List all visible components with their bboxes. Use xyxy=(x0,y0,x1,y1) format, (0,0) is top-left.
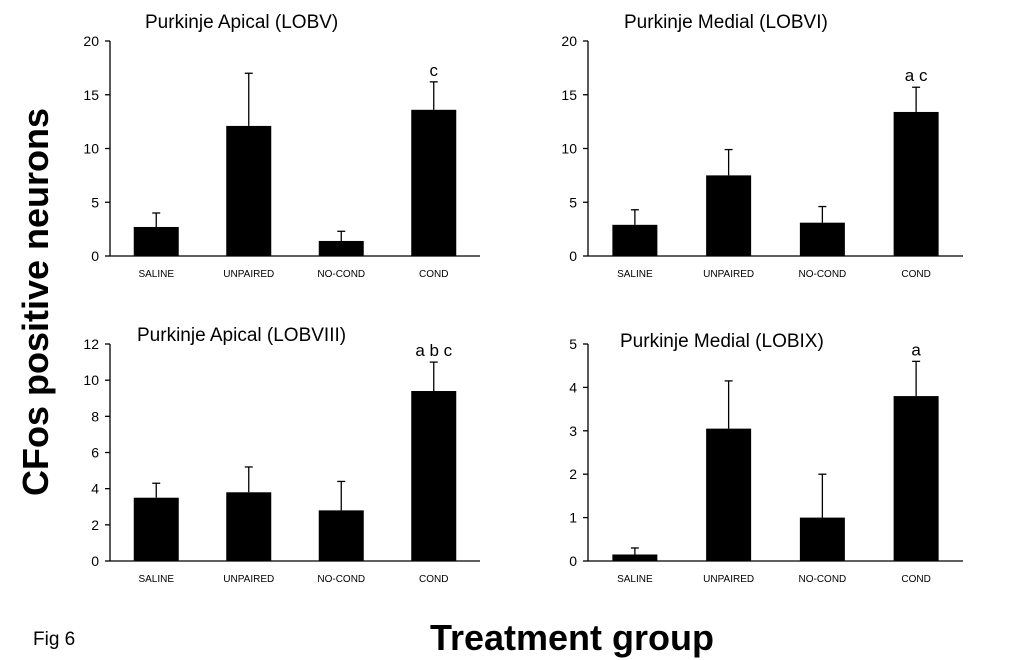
category-label: NO-COND xyxy=(317,269,365,280)
panel-title: Purkinje Apical (LOBVIII) xyxy=(137,325,346,346)
category-label: UNPAIRED xyxy=(223,269,274,280)
category-label: SALINE xyxy=(617,574,653,585)
category-label: COND xyxy=(419,269,448,280)
significance-label: a xyxy=(911,340,921,359)
significance-label: a b c xyxy=(415,341,452,360)
category-label: COND xyxy=(419,574,448,585)
category-label: UNPAIRED xyxy=(703,574,754,585)
y-tick-label: 10 xyxy=(83,141,99,157)
bar-no-cond xyxy=(799,517,845,561)
y-tick-label: 15 xyxy=(83,87,99,103)
significance-label: c xyxy=(430,61,439,80)
y-tick-label: 0 xyxy=(569,553,577,569)
panel-title: Purkinje Medial (LOBVI) xyxy=(624,12,828,33)
y-tick-label: 0 xyxy=(91,248,99,264)
category-label: UNPAIRED xyxy=(223,574,274,585)
y-tick-label: 15 xyxy=(561,87,577,103)
bar-cond xyxy=(411,109,457,256)
category-label: NO-COND xyxy=(798,574,846,585)
category-label: SALINE xyxy=(617,269,653,280)
y-tick-label: 2 xyxy=(91,517,99,533)
bar-no-cond xyxy=(318,510,364,561)
category-label: COND xyxy=(901,574,930,585)
category-label: NO-COND xyxy=(798,269,846,280)
bar-unpaired xyxy=(706,428,752,561)
y-tick-label: 4 xyxy=(569,379,577,395)
bar-no-cond xyxy=(318,240,364,256)
bar-saline xyxy=(612,224,658,256)
chart-panel-3: Purkinje Apical (LOBVIII) 0 2 4 6 8 10 12 SALINE… xyxy=(83,325,480,585)
category-label: SALINE xyxy=(138,574,174,585)
significance-label: a c xyxy=(905,66,928,85)
y-tick-label: 0 xyxy=(91,553,99,569)
bar-saline xyxy=(133,226,179,256)
y-tick-label: 5 xyxy=(91,194,99,210)
bar-no-cond xyxy=(799,222,845,256)
y-tick-label: 3 xyxy=(569,423,577,439)
chart-panel-2: Purkinje Medial (LOBVI) 0 5 10 15 20 SALINE UNP… xyxy=(561,12,963,280)
category-label: COND xyxy=(901,269,930,280)
category-label: SALINE xyxy=(138,269,174,280)
panel-title: Purkinje Apical (LOBV) xyxy=(145,12,338,33)
category-label: UNPAIRED xyxy=(703,269,754,280)
y-tick-label: 1 xyxy=(569,510,577,526)
y-tick-label: 6 xyxy=(91,445,99,461)
y-tick-label: 5 xyxy=(569,336,577,352)
bar-saline xyxy=(612,554,658,561)
y-tick-label: 12 xyxy=(83,336,99,352)
y-tick-label: 2 xyxy=(569,466,577,482)
bar-cond xyxy=(893,111,939,256)
bar-unpaired xyxy=(226,125,272,256)
chart-panel-4: Purkinje Medial (LOBIX) 0 1 2 3 4 5 SALINE UNPAI… xyxy=(569,331,963,585)
y-tick-label: 20 xyxy=(561,33,577,49)
y-tick-label: 5 xyxy=(569,194,577,210)
figure-number-label: Fig 6 xyxy=(33,629,75,650)
category-label: NO-COND xyxy=(317,574,365,585)
y-tick-label: 4 xyxy=(91,481,99,497)
y-axis-label: CFos positive neurons xyxy=(15,108,56,496)
y-tick-label: 20 xyxy=(83,33,99,49)
bar-unpaired xyxy=(226,492,272,561)
y-tick-label: 0 xyxy=(569,248,577,264)
y-tick-label: 10 xyxy=(83,372,99,388)
bar-cond xyxy=(411,391,457,561)
panel-title: Purkinje Medial (LOBIX) xyxy=(620,331,824,352)
x-axis-label: Treatment group xyxy=(430,617,714,658)
chart-panel-1: Purkinje Apical (LOBV) 0 5 10 15 20 SALINE UNPA… xyxy=(83,12,480,280)
y-tick-label: 10 xyxy=(561,141,577,157)
bar-cond xyxy=(893,396,939,561)
y-tick-label: 8 xyxy=(91,408,99,424)
bar-saline xyxy=(133,497,179,561)
bar-unpaired xyxy=(706,175,752,256)
